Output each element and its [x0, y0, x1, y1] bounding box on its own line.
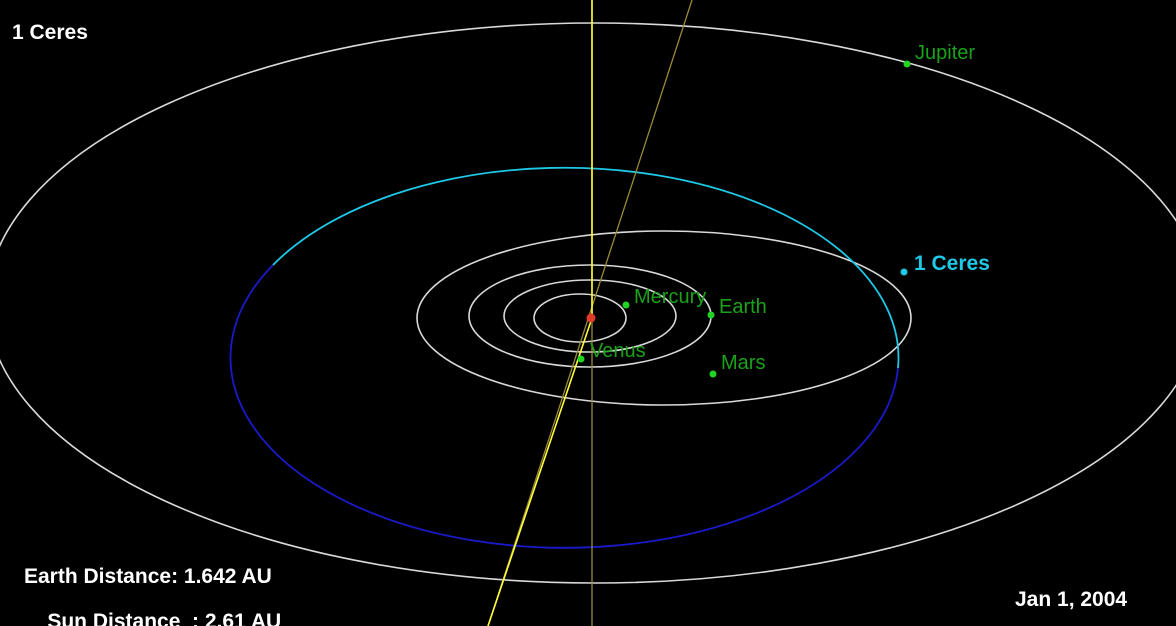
ceres-orbit-below	[229, 264, 899, 549]
jupiter-orbit	[0, 22, 1176, 584]
ceres-label: 1 Ceres	[914, 252, 990, 275]
venus-orbit	[503, 279, 677, 353]
sun-distance-value: 2.61 AU	[204, 610, 282, 626]
ceres-marker	[900, 268, 908, 276]
mars-orbit	[416, 230, 912, 406]
earth-distance-label: Earth Distance	[24, 565, 172, 588]
mercury-label: Mercury	[634, 286, 707, 308]
mercury-marker	[622, 301, 630, 309]
sun-marker	[586, 313, 596, 323]
ceres-orbit-above	[272, 166, 900, 369]
jupiter-label: Jupiter	[915, 42, 976, 64]
mars-label: Mars	[721, 352, 766, 374]
date-display: Jan 1, 2004	[1015, 588, 1128, 611]
vernal-line-lower	[487, 317, 593, 626]
sun-direction-line	[487, 0, 693, 626]
mars-marker	[709, 370, 717, 378]
earth-distance-value: 1.642 AU	[183, 565, 272, 588]
earth-distance-readout: Earth Distance: 1.642 AU	[24, 566, 272, 588]
jupiter-marker	[903, 60, 911, 68]
sun-distance-label: Sun Distance	[47, 610, 181, 626]
venus-marker	[577, 355, 585, 363]
earth-label: Earth	[719, 296, 767, 318]
sun-distance-readout: Sun Distance : 2.61 AU	[24, 589, 281, 626]
sun-distance-separator: :	[180, 610, 205, 626]
earth-marker	[707, 311, 715, 319]
venus-label: Venus	[590, 340, 646, 362]
earth-distance-separator: :	[171, 565, 184, 588]
target-title: 1 Ceres	[12, 21, 88, 44]
mercury-orbit	[533, 293, 627, 343]
